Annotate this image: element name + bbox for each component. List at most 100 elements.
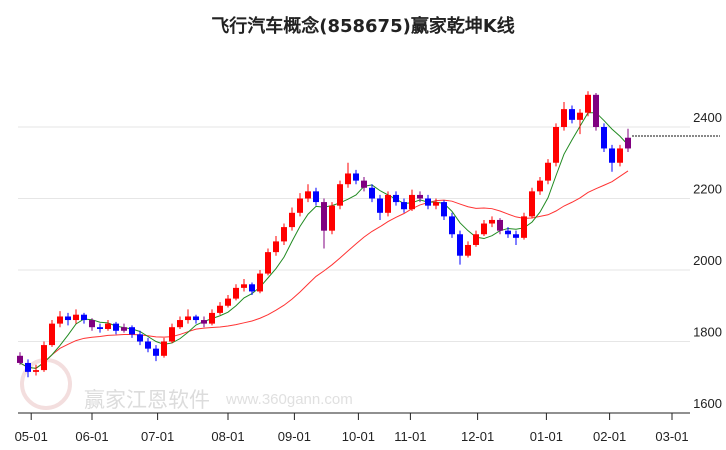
candle-body	[81, 314, 87, 321]
candle	[417, 191, 423, 203]
candle	[89, 318, 95, 331]
candle-body	[89, 320, 95, 328]
candle-body	[313, 191, 319, 203]
candle-body	[25, 362, 31, 372]
candle	[449, 212, 455, 238]
candle-body	[105, 323, 111, 329]
candle	[321, 198, 327, 249]
candle-body	[17, 355, 23, 363]
watermark-url: www.360gann.com	[226, 391, 353, 408]
y-tick-label: 2400	[693, 110, 722, 125]
candle-body	[329, 205, 335, 231]
candle-body	[281, 227, 287, 242]
candle	[393, 191, 399, 206]
candle	[257, 270, 263, 294]
candle	[241, 278, 247, 292]
candle-body	[569, 109, 575, 120]
candle	[49, 320, 55, 347]
candle-body	[41, 345, 47, 371]
candle-body	[545, 162, 551, 181]
candle-body	[297, 198, 303, 213]
candle-body	[433, 202, 439, 206]
candle-body	[137, 334, 143, 342]
candle	[129, 325, 135, 338]
y-tick-label: 2000	[693, 253, 722, 268]
candle	[593, 93, 599, 131]
x-tick-label: 01-01	[530, 429, 563, 444]
candle	[569, 105, 575, 124]
candle-body	[593, 94, 599, 127]
candle	[33, 364, 39, 376]
candle	[361, 177, 367, 192]
candle	[625, 128, 631, 153]
candle-body	[417, 194, 423, 199]
candle	[105, 320, 111, 331]
candle	[81, 312, 87, 324]
candle	[481, 219, 487, 237]
candle	[17, 352, 23, 365]
candle	[505, 227, 511, 238]
candle	[553, 123, 559, 167]
candle-body	[393, 194, 399, 203]
candle	[561, 101, 567, 131]
candle	[121, 323, 127, 333]
candle-body	[241, 284, 247, 288]
candle-body	[353, 173, 359, 181]
candle-body	[617, 148, 623, 163]
candle-body	[121, 327, 127, 331]
candle	[441, 200, 447, 220]
candle-body	[473, 234, 479, 245]
candle-body	[289, 212, 295, 228]
candle-body	[169, 327, 175, 342]
candle	[57, 311, 63, 328]
candle	[457, 230, 463, 265]
candle	[193, 314, 199, 324]
candle-body	[537, 180, 543, 192]
candle	[305, 184, 311, 203]
candle-body	[497, 219, 503, 231]
candle	[249, 282, 255, 296]
candle	[177, 316, 183, 329]
candle-body	[225, 298, 231, 306]
candle-body	[113, 323, 119, 331]
candle	[529, 187, 535, 219]
candle-body	[457, 234, 463, 256]
candle	[473, 230, 479, 247]
candle	[489, 216, 495, 228]
candle-body	[577, 112, 583, 120]
candle	[369, 184, 375, 203]
x-tick-label: 07-01	[141, 429, 174, 444]
candle	[609, 144, 615, 172]
candle	[601, 123, 607, 153]
candle	[337, 180, 343, 210]
candle-body	[265, 252, 271, 274]
x-tick-label: 11-01	[394, 429, 426, 444]
candle	[617, 144, 623, 167]
y-tick-label: 2200	[693, 182, 722, 197]
x-tick-label: 02-01	[593, 429, 626, 444]
candle-body	[441, 202, 447, 217]
candle	[281, 223, 287, 245]
candle	[25, 359, 31, 378]
candle-body	[273, 241, 279, 253]
candle-body	[33, 370, 39, 372]
candle	[297, 193, 303, 217]
candle-body	[177, 320, 183, 328]
candle	[145, 337, 151, 353]
candle-body	[201, 320, 207, 324]
candle-body	[345, 173, 351, 185]
candle-body	[337, 184, 343, 206]
candle	[545, 159, 551, 185]
candle-body	[129, 327, 135, 335]
candle	[345, 162, 351, 188]
candle-body	[449, 216, 455, 235]
candle	[209, 309, 215, 326]
x-tick-label: 09-01	[278, 429, 311, 444]
x-tick-label: 06-01	[75, 429, 108, 444]
candle	[233, 284, 239, 301]
candle-body	[153, 348, 159, 356]
candle	[201, 316, 207, 328]
candle-body	[249, 284, 255, 292]
candle-body	[73, 314, 79, 321]
candle	[577, 109, 583, 135]
